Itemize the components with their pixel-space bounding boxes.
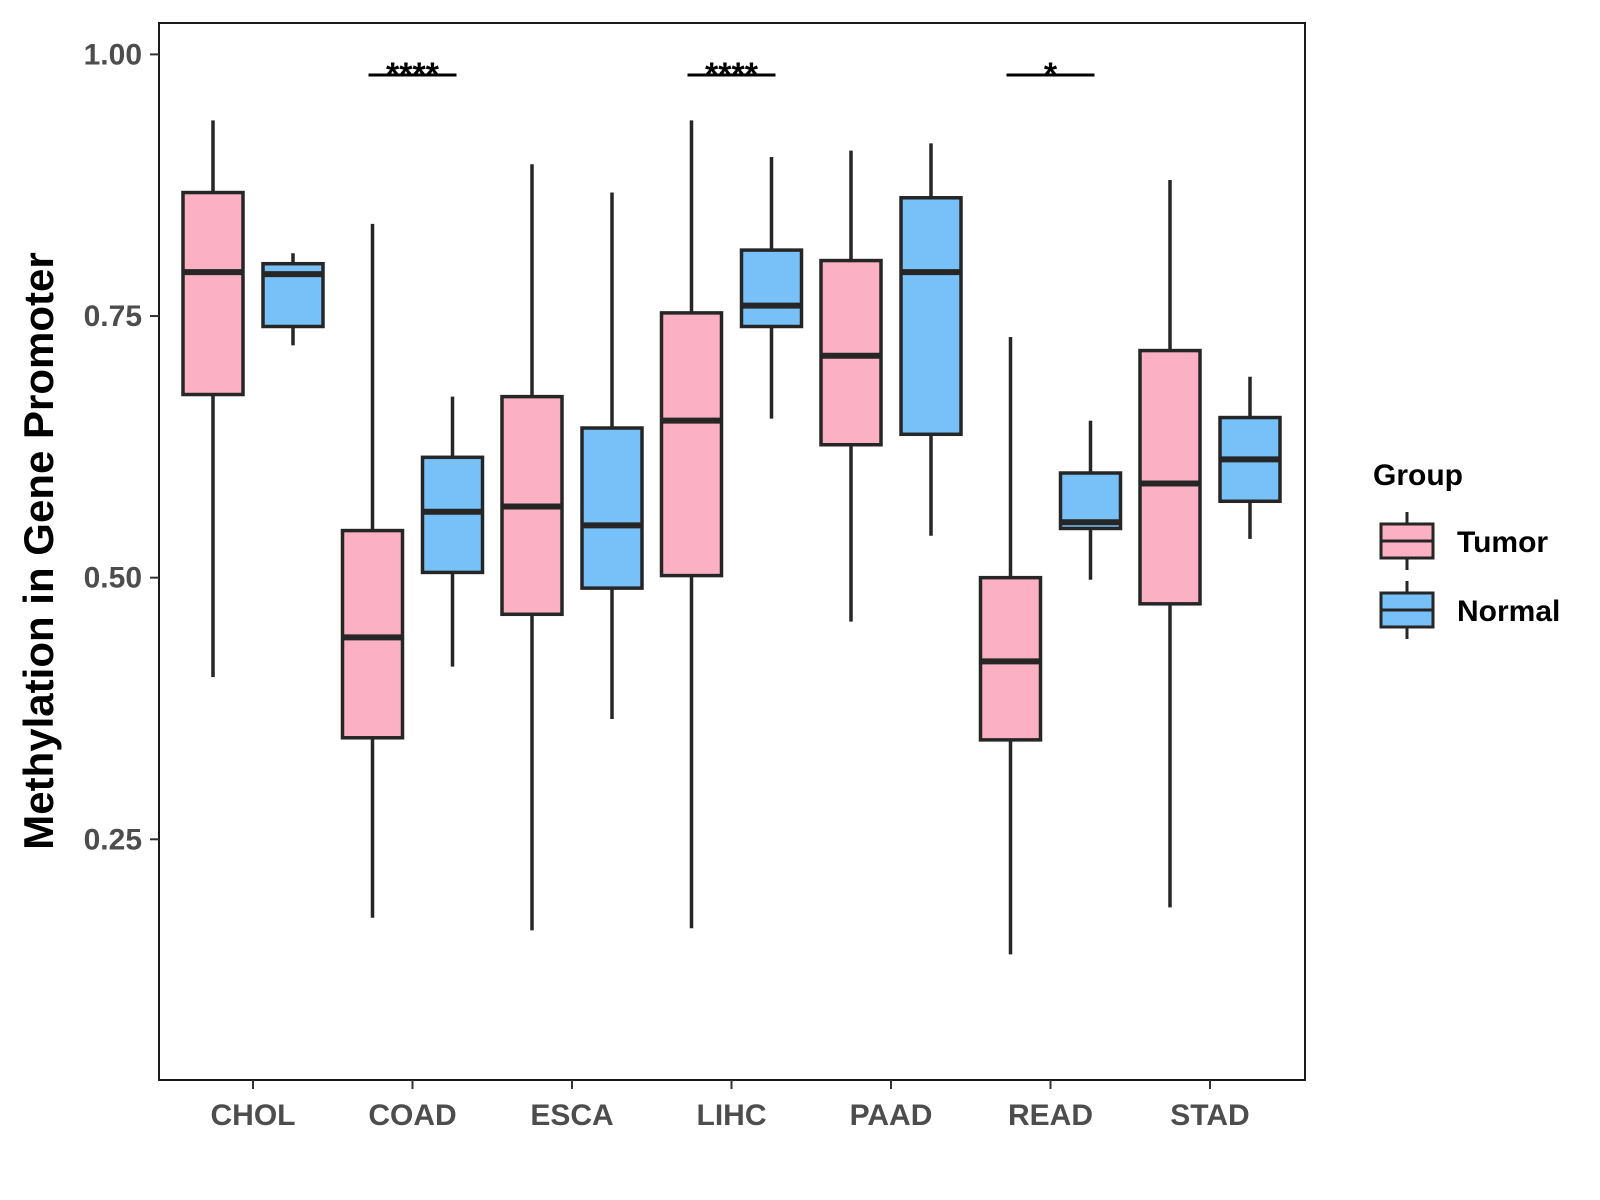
box-iqr xyxy=(1138,348,1202,606)
box-tumor-coad xyxy=(340,223,405,918)
x-tick-label-lihc: LIHC xyxy=(697,1099,767,1132)
legend-label: Normal xyxy=(1457,595,1560,628)
x-tick-label-esca: ESCA xyxy=(530,1099,613,1132)
y-tick-label: 1.00 xyxy=(84,38,142,71)
x-tick-label-read: READ xyxy=(1008,1099,1093,1132)
box-iqr xyxy=(181,190,245,397)
box-iqr xyxy=(340,528,405,740)
significance-annotations: **** **** * xyxy=(368,56,1095,94)
box-normal-lihc xyxy=(739,156,804,419)
box-iqr xyxy=(899,196,963,437)
box-normal-stad xyxy=(1218,376,1282,539)
x-tick-label-chol: CHOL xyxy=(211,1099,296,1132)
box-tumor-stad xyxy=(1138,179,1202,908)
plot-panel xyxy=(158,22,1306,1081)
box-tumor-esca xyxy=(500,164,564,931)
x-tick-label-coad: COAD xyxy=(368,1099,456,1132)
legend: Group Tumor Normal xyxy=(1373,459,1560,639)
box-tumor-paad xyxy=(819,150,883,622)
box-iqr xyxy=(420,455,485,575)
box-iqr xyxy=(819,258,883,447)
significance-label: **** xyxy=(386,56,440,94)
box-series xyxy=(181,120,1282,955)
y-axis: 0.25 0.50 0.75 1.00 xyxy=(84,38,159,856)
box-tumor-read xyxy=(978,336,1043,955)
y-tick-label: 0.25 xyxy=(84,823,142,856)
legend-item-tumor: Tumor xyxy=(1379,512,1548,570)
x-tick-label-paad: PAAD xyxy=(850,1099,933,1132)
box-normal-esca xyxy=(580,192,644,719)
box-normal-read xyxy=(1058,420,1123,580)
x-tick-label-stad: STAD xyxy=(1170,1099,1249,1132)
legend-title: Group xyxy=(1373,459,1463,492)
significance-label: * xyxy=(1044,56,1058,94)
box-tumor-lihc xyxy=(659,120,724,929)
y-tick-label: 0.75 xyxy=(84,300,142,333)
box-tumor-chol xyxy=(181,120,245,678)
box-normal-paad xyxy=(899,143,963,536)
significance-label: **** xyxy=(705,56,759,94)
legend-label: Tumor xyxy=(1457,526,1548,559)
box-iqr xyxy=(580,426,644,590)
box-iqr xyxy=(659,311,724,578)
y-tick-label: 0.50 xyxy=(84,562,142,595)
x-axis: CHOL COAD ESCA LIHC PAAD READ STAD xyxy=(211,1080,1250,1132)
legend-item-normal: Normal xyxy=(1379,581,1560,639)
y-axis-title: Methylation in Gene Promoter xyxy=(15,252,62,849)
box-normal-coad xyxy=(420,396,485,667)
box-iqr xyxy=(739,248,804,329)
box-normal-chol xyxy=(261,253,325,346)
